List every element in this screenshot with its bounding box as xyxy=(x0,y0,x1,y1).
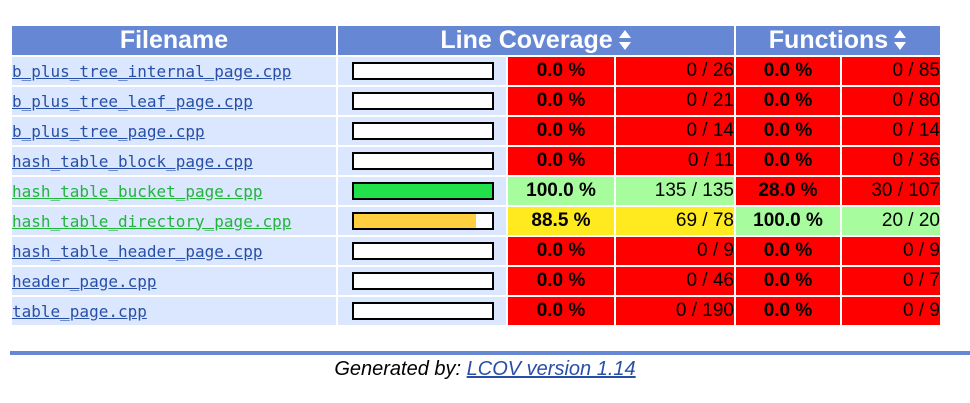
function-coverage-count: 0 / 85 xyxy=(842,57,940,85)
coverage-bar xyxy=(352,92,494,110)
line-coverage-count: 69 / 78 xyxy=(616,207,734,235)
functions-header-label: Functions xyxy=(768,26,889,54)
line-coverage-percent: 0.0 % xyxy=(508,57,614,85)
table-row: hash_table_bucket_page.cpp 100.0 % 135 / 1… xyxy=(12,177,940,205)
coverage-bar-cell xyxy=(338,87,506,115)
file-link[interactable]: table_page.cpp xyxy=(12,301,147,321)
functions-header[interactable]: Functions xyxy=(736,26,940,55)
file-link[interactable]: b_plus_tree_leaf_page.cpp xyxy=(12,91,253,111)
header-row: Filename Line Coverage Functions xyxy=(12,26,940,55)
filename-cell: hash_table_bucket_page.cpp xyxy=(12,177,336,205)
line-coverage-count: 0 / 46 xyxy=(616,267,734,295)
footer-prefix: Generated by: xyxy=(334,358,467,380)
filename-cell: header_page.cpp xyxy=(12,267,336,295)
filename-cell: hash_table_header_page.cpp xyxy=(12,237,336,265)
line-coverage-percent: 0.0 % xyxy=(508,87,614,115)
footer-divider xyxy=(10,351,970,355)
table-row: hash_table_block_page.cpp 0.0 % 0 / 11 0.0 … xyxy=(12,147,940,175)
function-coverage-percent: 0.0 % xyxy=(736,57,840,85)
function-coverage-percent: 0.0 % xyxy=(736,117,840,145)
filename-header-label: Filename xyxy=(119,26,229,54)
coverage-bar-cell xyxy=(338,57,506,85)
coverage-bar xyxy=(352,182,494,200)
coverage-bar-cell xyxy=(338,147,506,175)
coverage-bar-cell xyxy=(338,267,506,295)
function-coverage-percent: 0.0 % xyxy=(736,297,840,325)
function-coverage-count: 0 / 7 xyxy=(842,267,940,295)
filename-cell: hash_table_block_page.cpp xyxy=(12,147,336,175)
line-coverage-count: 0 / 9 xyxy=(616,237,734,265)
function-coverage-count: 0 / 36 xyxy=(842,147,940,175)
line-coverage-percent: 0.0 % xyxy=(508,267,614,295)
coverage-bar-fill xyxy=(354,184,492,198)
line-coverage-header-label: Line Coverage xyxy=(440,26,613,54)
line-coverage-count: 0 / 11 xyxy=(616,147,734,175)
filename-cell: b_plus_tree_leaf_page.cpp xyxy=(12,87,336,115)
function-coverage-count: 0 / 80 xyxy=(842,87,940,115)
table-row: table_page.cpp 0.0 % 0 / 190 0.0 % 0 / 9 xyxy=(12,297,940,325)
file-link[interactable]: hash_table_bucket_page.cpp xyxy=(12,181,263,201)
function-coverage-count: 0 / 14 xyxy=(842,117,940,145)
footer: Generated by: LCOV version 1.14 xyxy=(0,358,970,381)
table-row: b_plus_tree_page.cpp 0.0 % 0 / 14 0.0 % 0 / … xyxy=(12,117,940,145)
function-coverage-percent: 0.0 % xyxy=(736,87,840,115)
coverage-bar xyxy=(352,272,494,290)
function-coverage-count: 30 / 107 xyxy=(842,177,940,205)
line-coverage-percent: 0.0 % xyxy=(508,297,614,325)
sort-icon[interactable] xyxy=(618,30,632,50)
filename-cell: b_plus_tree_internal_page.cpp xyxy=(12,57,336,85)
function-coverage-count: 20 / 20 xyxy=(842,207,940,235)
function-coverage-percent: 0.0 % xyxy=(736,237,840,265)
table-row: hash_table_directory_page.cpp 88.5 % 69 / … xyxy=(12,207,940,235)
line-coverage-count: 0 / 14 xyxy=(616,117,734,145)
table-row: hash_table_header_page.cpp 0.0 % 0 / 9 0.0 … xyxy=(12,237,940,265)
coverage-table: Filename Line Coverage Functions b_plus_… xyxy=(10,24,942,327)
function-coverage-count: 0 / 9 xyxy=(842,237,940,265)
function-coverage-percent: 28.0 % xyxy=(736,177,840,205)
filename-header: Filename xyxy=(12,26,336,55)
line-coverage-count: 0 / 26 xyxy=(616,57,734,85)
line-coverage-header[interactable]: Line Coverage xyxy=(338,26,734,55)
coverage-bar-cell xyxy=(338,177,506,205)
coverage-bar-fill xyxy=(354,214,477,228)
coverage-bar xyxy=(352,302,494,320)
table-row: b_plus_tree_leaf_page.cpp 0.0 % 0 / 21 0.0 … xyxy=(12,87,940,115)
table-row: b_plus_tree_internal_page.cpp 0.0 % 0 / 26… xyxy=(12,57,940,85)
coverage-bar-cell xyxy=(338,237,506,265)
function-coverage-count: 0 / 9 xyxy=(842,297,940,325)
table-row: header_page.cpp 0.0 % 0 / 46 0.0 % 0 / 7 xyxy=(12,267,940,295)
coverage-bar xyxy=(352,62,494,80)
line-coverage-percent: 88.5 % xyxy=(508,207,614,235)
line-coverage-count: 135 / 135 xyxy=(616,177,734,205)
coverage-bar xyxy=(352,242,494,260)
lcov-link[interactable]: LCOV version 1.14 xyxy=(466,358,636,380)
line-coverage-count: 0 / 190 xyxy=(616,297,734,325)
line-coverage-percent: 0.0 % xyxy=(508,237,614,265)
line-coverage-percent: 0.0 % xyxy=(508,117,614,145)
coverage-bar-cell xyxy=(338,117,506,145)
sort-icon[interactable] xyxy=(894,30,907,50)
function-coverage-percent: 0.0 % xyxy=(736,147,840,175)
function-coverage-percent: 100.0 % xyxy=(736,207,840,235)
coverage-bar-cell xyxy=(338,207,506,235)
line-coverage-percent: 100.0 % xyxy=(508,177,614,205)
file-link[interactable]: header_page.cpp xyxy=(12,271,157,291)
file-link[interactable]: hash_table_directory_page.cpp xyxy=(12,211,292,231)
file-link[interactable]: hash_table_header_page.cpp xyxy=(12,241,263,261)
coverage-bar xyxy=(352,122,494,140)
function-coverage-percent: 0.0 % xyxy=(736,267,840,295)
line-coverage-percent: 0.0 % xyxy=(508,147,614,175)
line-coverage-count: 0 / 21 xyxy=(616,87,734,115)
filename-cell: b_plus_tree_page.cpp xyxy=(12,117,336,145)
coverage-bar-cell xyxy=(338,297,506,325)
file-link[interactable]: hash_table_block_page.cpp xyxy=(12,151,253,171)
coverage-bar xyxy=(352,212,494,230)
file-link[interactable]: b_plus_tree_page.cpp xyxy=(12,121,205,141)
file-link[interactable]: b_plus_tree_internal_page.cpp xyxy=(12,61,292,81)
coverage-bar xyxy=(352,152,494,170)
filename-cell: hash_table_directory_page.cpp xyxy=(12,207,336,235)
filename-cell: table_page.cpp xyxy=(12,297,336,325)
